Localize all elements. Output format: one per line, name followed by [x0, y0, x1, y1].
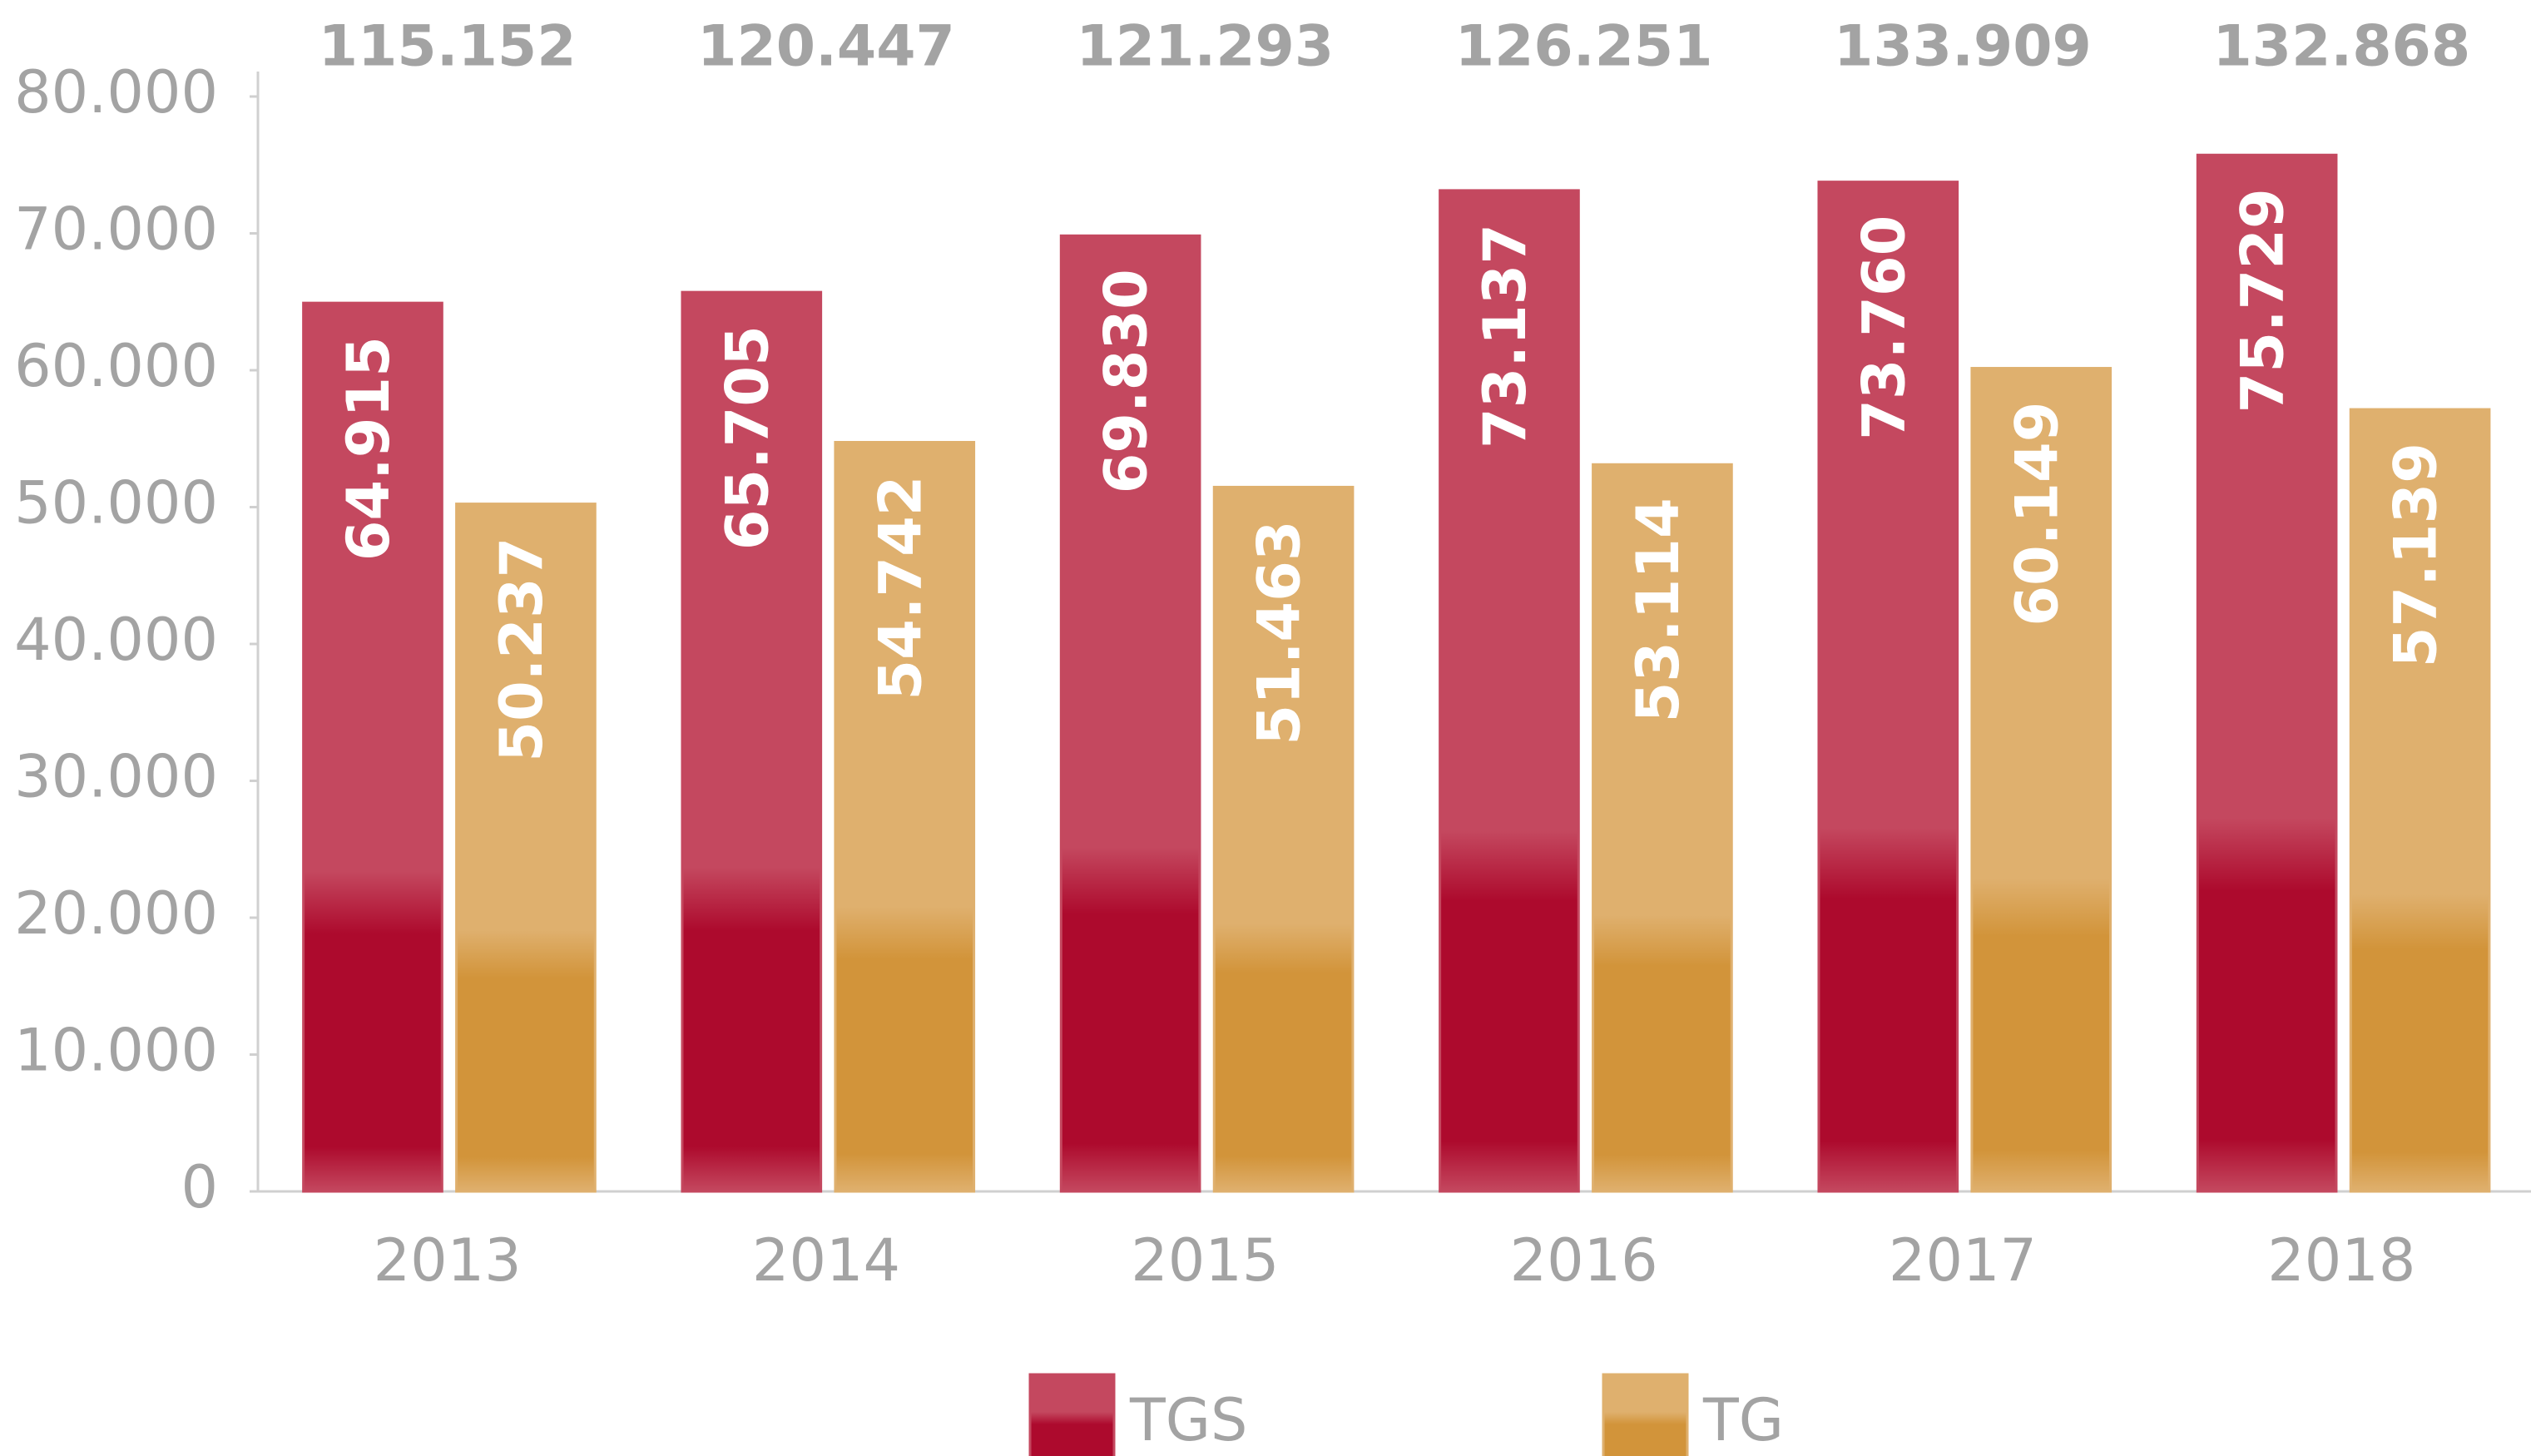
total-label: 132.868 — [2212, 14, 2470, 80]
x-tick-label: 2015 — [1131, 1226, 1279, 1295]
legend-label: TG — [1702, 1386, 1784, 1454]
value-label: 64.915 — [334, 336, 403, 561]
value-label: 50.237 — [488, 537, 556, 762]
bar — [1592, 463, 1733, 1193]
total-label: 120.447 — [697, 14, 955, 80]
bar — [1970, 367, 2112, 1193]
y-tick-label: 80.000 — [14, 58, 218, 126]
x-tick-label: 2014 — [752, 1226, 900, 1295]
value-label: 51.463 — [1246, 520, 1314, 745]
bar — [1439, 189, 1580, 1193]
bar — [455, 503, 597, 1193]
bar — [2196, 153, 2338, 1193]
bar — [2349, 408, 2491, 1193]
x-tick-label: 2016 — [1510, 1226, 1658, 1295]
bar — [834, 440, 976, 1193]
y-tick-label: 10.000 — [14, 1017, 218, 1085]
legend-label: TGS — [1129, 1386, 1247, 1454]
value-label: 65.705 — [713, 325, 781, 550]
y-tick-label: 30.000 — [14, 743, 218, 811]
y-tick-label: 0 — [181, 1153, 218, 1221]
legend-swatch — [1028, 1373, 1116, 1456]
bar — [681, 290, 823, 1193]
y-tick-label: 60.000 — [14, 332, 218, 400]
legend-swatch — [1602, 1373, 1689, 1456]
y-tick-label: 40.000 — [14, 606, 218, 674]
value-label: 53.114 — [1624, 498, 1692, 722]
x-tick-label: 2013 — [374, 1226, 522, 1295]
total-label: 133.909 — [1834, 14, 2092, 80]
y-tick-label: 50.000 — [14, 469, 218, 537]
bar — [1817, 181, 1959, 1193]
value-label: 75.729 — [2229, 188, 2297, 413]
value-label: 60.149 — [2003, 402, 2071, 626]
y-tick-label: 20.000 — [14, 879, 218, 948]
bar — [302, 301, 443, 1193]
bar — [1212, 485, 1355, 1193]
total-label: 126.251 — [1455, 14, 1713, 80]
y-tick-label: 70.000 — [14, 196, 218, 264]
x-tick-label: 2017 — [1889, 1226, 2037, 1295]
value-label: 73.760 — [1850, 215, 1918, 440]
value-label: 73.137 — [1471, 224, 1539, 448]
bar — [1059, 234, 1201, 1193]
total-label: 121.293 — [1076, 14, 1334, 80]
value-label: 57.139 — [2382, 443, 2450, 667]
x-tick-label: 2018 — [2267, 1226, 2415, 1295]
value-label: 54.742 — [866, 475, 934, 700]
value-label: 69.830 — [1092, 269, 1161, 493]
total-label: 115.152 — [319, 14, 577, 80]
